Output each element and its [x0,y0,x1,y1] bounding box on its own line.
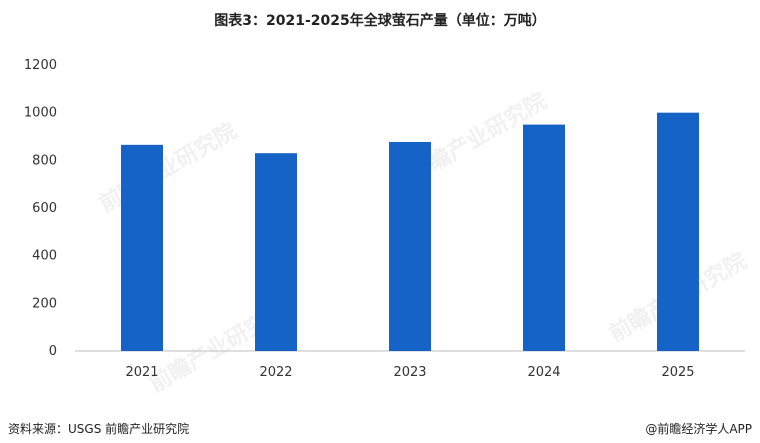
bar-2025 [657,112,699,352]
y-axis-labels: 0 200 400 600 800 1000 1200 [24,58,57,359]
credit-note: @前瞻经济学人APP [645,422,752,436]
y-tick-label: 200 [32,296,57,311]
x-tick-label: 2022 [259,365,292,380]
bar-2024 [523,124,565,351]
bar-2021 [121,144,163,351]
y-tick-label: 400 [32,249,57,264]
y-tick-label: 800 [32,153,57,168]
x-axis-labels: 2021 2022 2023 2024 2025 [125,365,694,380]
y-tick-label: 1000 [24,106,57,121]
y-tick-label: 0 [49,344,57,359]
y-tick-label: 600 [32,201,57,216]
chart-title: 图表3：2021-2025年全球萤石产量（单位：万吨） [214,13,546,29]
x-tick-label: 2023 [393,365,426,380]
x-tick-label: 2021 [125,365,158,380]
x-tick-label: 2025 [661,365,694,380]
y-tick-label: 1200 [24,58,57,73]
x-tick-label: 2024 [527,365,560,380]
bar-2022 [255,153,297,351]
bars [121,112,699,352]
bar-2023 [389,141,431,351]
source-note: 资料来源：USGS 前瞻产业研究院 [8,422,190,436]
